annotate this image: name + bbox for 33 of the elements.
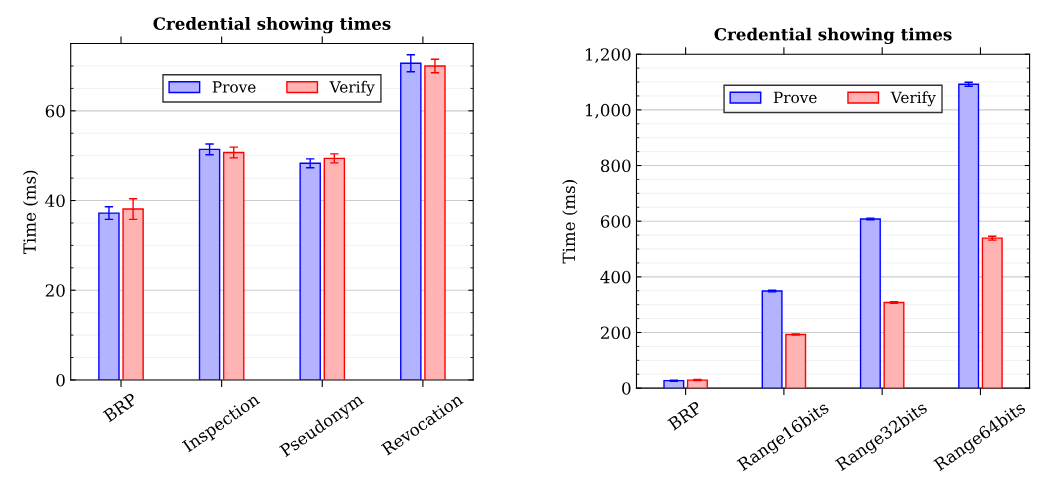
bar	[222, 151, 245, 380]
y-tick-label: 0	[622, 382, 631, 395]
bar	[198, 148, 221, 380]
bar	[686, 379, 708, 389]
y-tick-label: 60	[45, 104, 65, 118]
y-tick-label: 200	[600, 326, 631, 340]
y-tick-label: 600	[600, 215, 631, 228]
y-axis-title: Time (ms)	[562, 180, 578, 264]
y-tick-label: 800	[600, 159, 631, 173]
y-tick-label: 1,000	[585, 103, 631, 119]
y-tick-label: 40	[45, 194, 65, 208]
bar	[859, 218, 881, 389]
bar	[323, 157, 346, 380]
legend-label: Verify	[329, 80, 375, 96]
bar	[883, 301, 905, 389]
bar	[663, 379, 685, 389]
y-tick-label: 0	[56, 373, 65, 387]
bar	[98, 212, 120, 380]
y-axis-title: Time (ms)	[22, 170, 39, 254]
bar	[785, 333, 807, 389]
chart-title: Credential showing times	[714, 27, 952, 45]
bar	[299, 162, 321, 380]
y-tick-label: 1,200	[585, 48, 631, 63]
legend-label: Prove	[773, 91, 817, 104]
bar	[981, 237, 1003, 389]
y-tick-label: 400	[600, 270, 631, 284]
legend-label: Verify	[890, 91, 936, 107]
legend-label: Prove	[212, 81, 256, 93]
y-tick-label: 20	[45, 284, 65, 297]
chart-title: Credential showing times	[153, 17, 391, 34]
bar	[761, 290, 783, 389]
bar	[958, 83, 980, 389]
x-tick-label: BRP	[102, 392, 138, 423]
